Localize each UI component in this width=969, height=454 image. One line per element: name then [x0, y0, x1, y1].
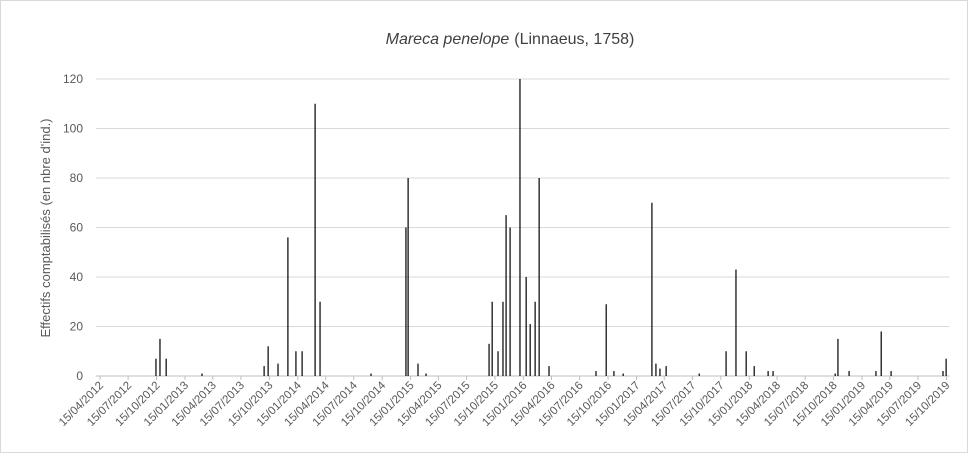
bar: [875, 371, 877, 376]
bar: [772, 371, 774, 376]
bar: [605, 304, 607, 376]
bar: [165, 358, 167, 376]
bar: [659, 368, 661, 376]
bar: [725, 351, 727, 376]
bar: [314, 103, 316, 376]
bar: [538, 178, 540, 376]
bar: [890, 371, 892, 376]
bar: [753, 366, 755, 376]
y-tick-label: 0: [76, 369, 83, 383]
bar: [595, 371, 597, 376]
y-tick-label: 60: [70, 221, 84, 235]
y-axis-label: Effectifs comptabilisés (en nbre d'ind.): [38, 118, 53, 337]
y-tick-label: 80: [70, 171, 84, 185]
bar: [745, 351, 747, 376]
bar: [287, 237, 289, 376]
bar: [417, 363, 419, 376]
bar: [655, 363, 657, 376]
bar: [405, 227, 407, 376]
bar: [534, 301, 536, 376]
y-tick-label: 20: [70, 320, 84, 334]
bar: [159, 338, 161, 376]
bar: [295, 351, 297, 376]
bar: [502, 301, 504, 376]
bar: [529, 324, 531, 376]
y-tick-label: 120: [63, 72, 83, 86]
bar: [425, 373, 427, 376]
y-tick-label: 40: [70, 270, 84, 284]
bar: [665, 366, 667, 376]
y-tick-label: 100: [63, 122, 83, 136]
bar: [519, 79, 521, 376]
title-author: (Linnaeus, 1758): [514, 31, 634, 48]
bar: [880, 331, 882, 376]
bar: [491, 301, 493, 376]
bar: [834, 373, 836, 376]
bar: [488, 343, 490, 376]
bar: [942, 371, 944, 376]
bar: [945, 358, 947, 376]
bar: [277, 363, 279, 376]
chart-title: Mareca penelope (Linnaeus, 1758): [386, 31, 635, 48]
bar: [201, 373, 203, 376]
bar: [837, 338, 839, 376]
bar: [767, 371, 769, 376]
bar: [267, 346, 269, 376]
bar: [319, 301, 321, 376]
bar: [548, 366, 550, 376]
bar: [525, 277, 527, 376]
bar: [497, 351, 499, 376]
bar: [848, 371, 850, 376]
bar: [509, 227, 511, 376]
bar: [407, 178, 409, 376]
bar: [263, 366, 265, 376]
bar: [505, 215, 507, 376]
bar: [651, 202, 653, 376]
bar: [370, 373, 372, 376]
title-species: Mareca penelope: [386, 31, 510, 48]
bar: [735, 269, 737, 376]
bar: [613, 371, 615, 376]
bar: [155, 358, 157, 376]
bar: [301, 351, 303, 376]
bar: [698, 373, 700, 376]
bar: [622, 373, 624, 376]
